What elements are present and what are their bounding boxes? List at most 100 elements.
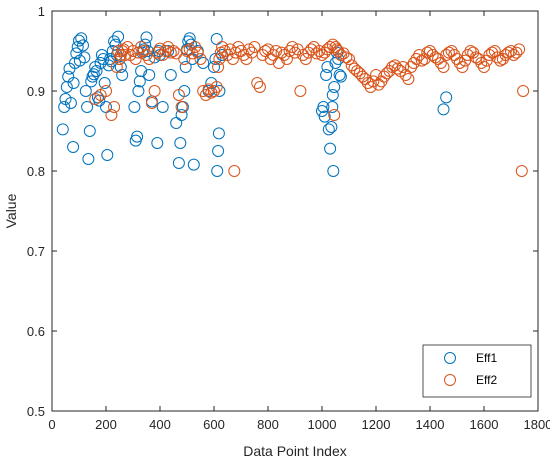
data-point-eff1	[71, 41, 84, 53]
data-point-eff1	[326, 101, 339, 113]
data-point-eff1	[320, 69, 333, 81]
data-point-eff2	[280, 53, 293, 65]
data-point-eff2	[212, 61, 225, 73]
data-point-eff1	[79, 85, 92, 97]
data-point-eff2	[105, 109, 118, 121]
legend-label-eff1: Eff1	[476, 351, 497, 365]
data-point-eff2	[175, 101, 188, 113]
data-point-eff1	[151, 137, 164, 149]
data-point-eff1	[327, 165, 340, 177]
data-point-eff2	[194, 53, 207, 65]
data-point-eff2	[148, 85, 161, 97]
data-point-eff2	[118, 49, 131, 61]
data-point-eff1	[437, 103, 450, 116]
data-point-eff1	[132, 85, 145, 97]
data-point-eff1	[78, 51, 91, 64]
data-point-eff1	[77, 39, 89, 52]
data-point-eff2	[442, 46, 455, 59]
data-point-eff1	[131, 130, 144, 143]
data-point-eff1	[67, 77, 80, 89]
data-point-eff1	[212, 127, 225, 140]
data-point-eff2	[437, 61, 450, 73]
data-point-eff2	[294, 85, 307, 97]
data-point-eff1	[322, 123, 335, 136]
data-point-eff2	[289, 46, 301, 59]
x-tick-label: 200	[95, 417, 117, 432]
data-point-eff2	[202, 83, 215, 96]
x-tick-label: 1000	[308, 417, 337, 432]
data-point-eff2	[313, 45, 326, 57]
legend-marker-eff2	[444, 374, 456, 386]
data-point-eff2	[229, 46, 242, 59]
data-point-eff1	[101, 149, 114, 161]
data-point-eff2	[310, 47, 323, 60]
data-point-eff1	[179, 61, 192, 73]
data-point-eff2	[456, 61, 469, 73]
data-point-eff2	[491, 51, 504, 64]
data-point-eff2	[343, 53, 355, 65]
data-point-eff2	[461, 49, 474, 61]
data-point-eff1	[216, 49, 229, 61]
x-tick-label: 800	[257, 417, 279, 432]
data-point-eff2	[286, 41, 299, 53]
data-point-eff2	[453, 57, 466, 69]
y-tick-label: 0.6	[27, 324, 45, 339]
data-point-eff1	[172, 157, 185, 169]
data-point-eff2	[199, 89, 212, 101]
x-tick-label: 400	[149, 417, 171, 432]
data-point-eff1	[135, 65, 148, 77]
x-tick-label: 1400	[416, 417, 445, 432]
data-point-eff2	[167, 45, 180, 57]
data-point-eff2	[228, 165, 241, 177]
data-point-eff2	[143, 53, 156, 65]
data-point-eff2	[505, 45, 517, 57]
data-point-eff1	[85, 75, 98, 88]
data-point-eff1	[112, 30, 125, 43]
data-point-eff2	[297, 49, 310, 61]
y-axis-title: Value	[3, 193, 19, 228]
data-point-eff2	[517, 85, 530, 97]
data-point-eff2	[253, 81, 266, 93]
data-point-eff1	[156, 101, 169, 113]
x-tick-label: 1600	[470, 417, 499, 432]
data-point-eff1	[98, 77, 111, 89]
data-point-eff2	[183, 43, 196, 56]
data-point-eff2	[402, 73, 415, 85]
data-point-eff1	[58, 101, 71, 113]
data-point-eff1	[75, 32, 88, 45]
data-point-eff2	[283, 45, 296, 57]
x-tick-label: 0	[48, 417, 55, 432]
data-point-eff2	[129, 53, 142, 65]
data-point-eff1	[82, 153, 95, 165]
data-point-eff1	[143, 69, 156, 81]
data-point-eff2	[145, 97, 158, 109]
data-point-eff2	[251, 77, 264, 89]
data-point-eff1	[104, 53, 117, 65]
data-point-eff1	[164, 69, 177, 81]
data-point-eff2	[410, 53, 423, 65]
data-point-eff2	[208, 85, 220, 97]
data-point-eff1	[212, 145, 225, 157]
data-point-eff1	[187, 158, 200, 171]
y-tick-label: 0.8	[27, 164, 45, 179]
data-point-eff2	[324, 41, 337, 53]
data-point-eff2	[210, 81, 223, 93]
data-point-eff2	[178, 53, 191, 65]
data-point-eff1	[334, 70, 347, 83]
legend-label-eff2: Eff2	[476, 373, 497, 387]
data-point-eff2	[391, 62, 404, 75]
axes-box	[51, 10, 539, 412]
data-point-eff2	[191, 46, 204, 59]
data-point-eff1	[64, 97, 77, 109]
data-point-eff2	[172, 89, 185, 101]
data-point-eff1	[197, 57, 210, 69]
data-point-eff2	[515, 165, 528, 177]
data-point-eff1	[325, 121, 338, 133]
y-tick-label: 0.7	[27, 244, 45, 259]
data-point-eff2	[513, 43, 526, 56]
data-point-eff1	[324, 142, 337, 155]
legend-box	[422, 344, 532, 398]
data-point-eff2	[154, 42, 166, 55]
data-point-eff2	[397, 61, 409, 73]
